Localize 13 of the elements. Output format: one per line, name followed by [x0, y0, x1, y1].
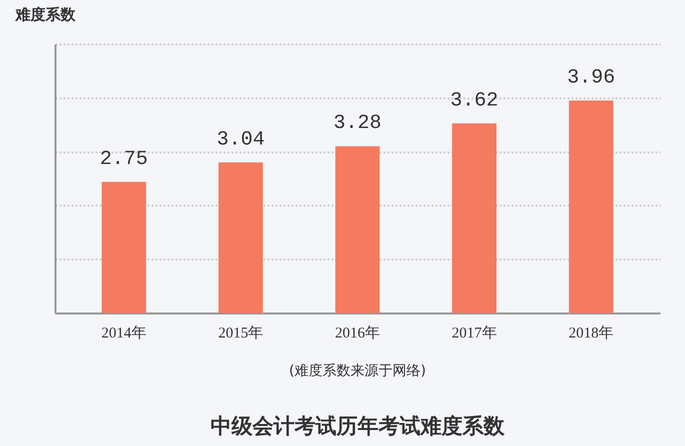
text: 中级会计考试历年考试难度系数 — [210, 414, 506, 438]
x-tick-label: 2017年 — [452, 324, 497, 342]
x-tick-label: 2018年 — [568, 324, 614, 342]
text: (难度系数来源于网络) — [289, 363, 426, 379]
x-tick-label: 2015年 — [218, 324, 264, 342]
x-tick-label: 2016年 — [335, 324, 380, 342]
data-label: 3.04 — [216, 128, 265, 152]
data-label: 3.96 — [567, 66, 616, 90]
data-label: 2.75 — [100, 148, 148, 171]
data-label: 3.62 — [450, 89, 498, 112]
y-axis-title: 难度系数 — [14, 6, 76, 24]
data-label: 3.28 — [333, 112, 382, 136]
x-tick-label: 2014年 — [101, 324, 146, 342]
